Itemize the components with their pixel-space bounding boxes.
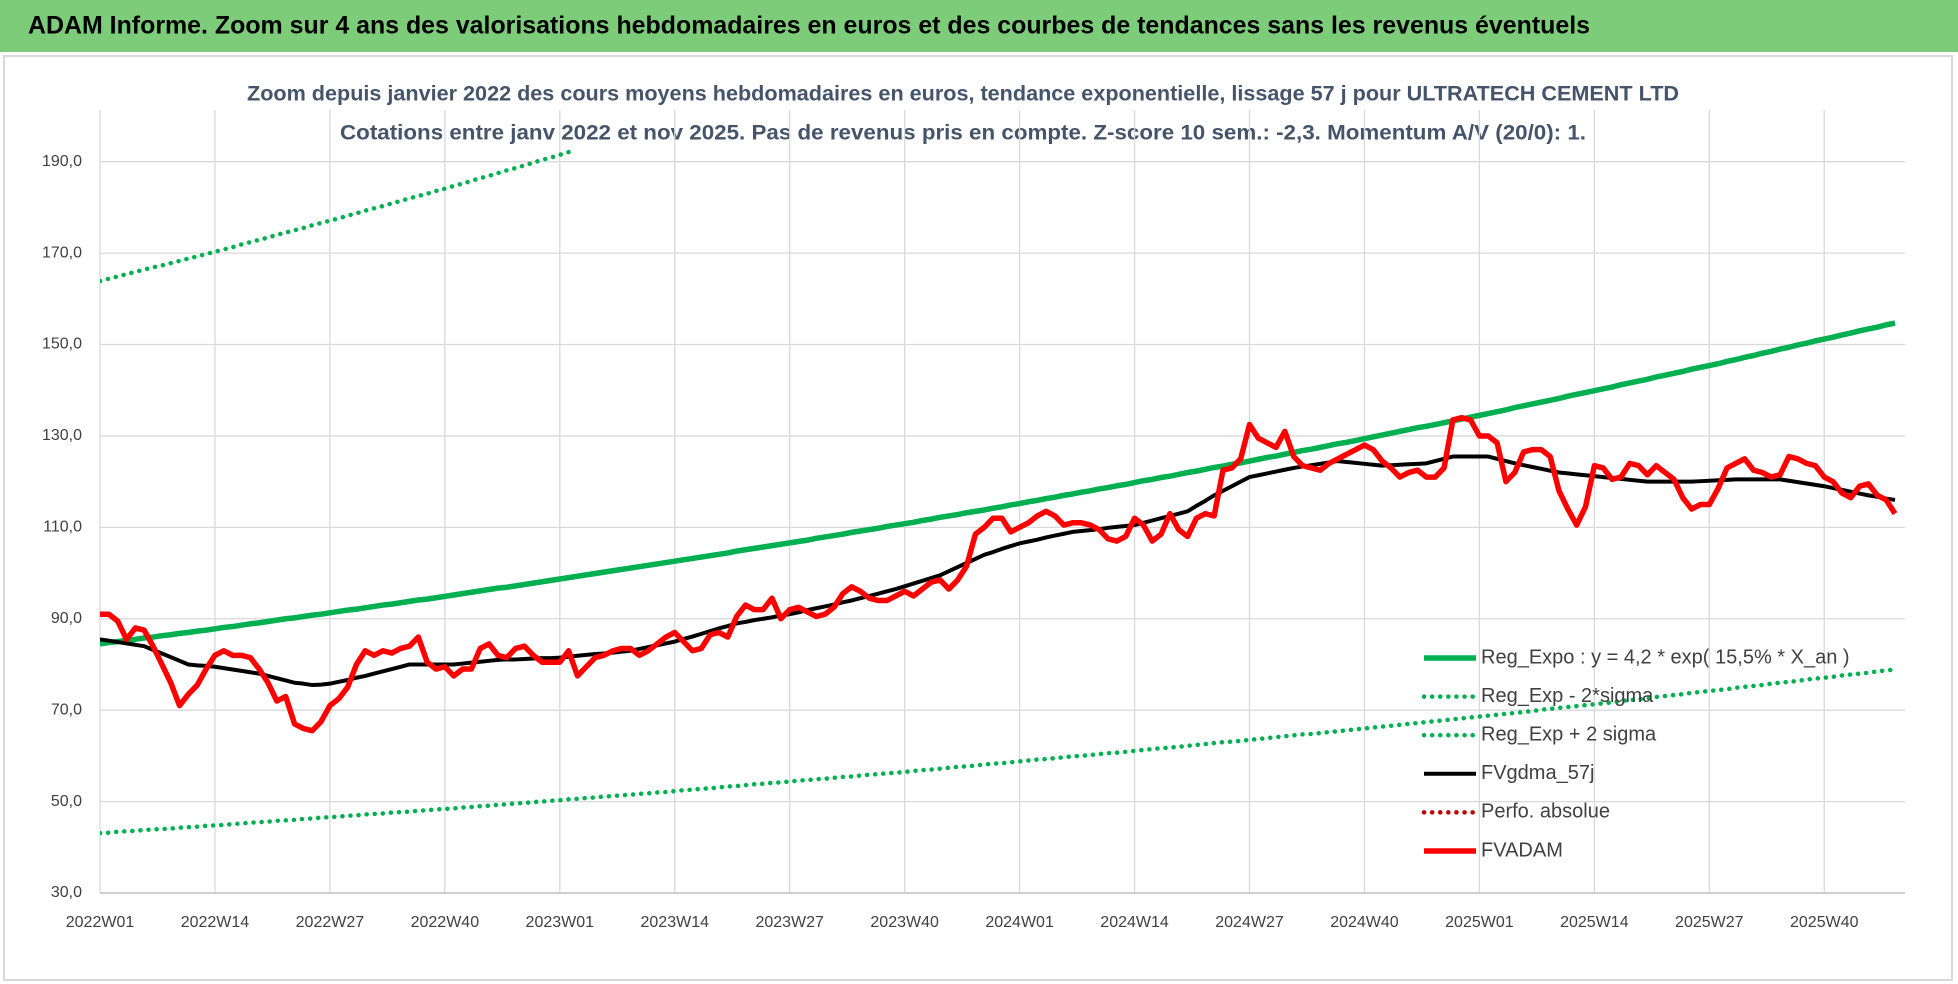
chart-title: Zoom depuis janvier 2022 des cours moyen… [247, 83, 1679, 106]
chart-subtitle: Cotations entre janv 2022 et nov 2025. P… [340, 122, 1586, 145]
legend-label: Reg_Exp + 2 sigma [1481, 723, 1657, 745]
y-tick-label: 190,0 [42, 153, 82, 170]
y-tick-label: 170,0 [42, 244, 82, 261]
banner-title: ADAM Informe. Zoom sur 4 ans des valoris… [28, 12, 1590, 40]
x-tick-label: 2022W01 [66, 914, 135, 931]
x-tick-label: 2022W40 [411, 914, 480, 931]
legend-label: FVADAM [1481, 839, 1563, 861]
x-tick-label: 2024W01 [985, 914, 1054, 931]
x-tick-label: 2025W40 [1790, 914, 1859, 931]
x-tick-label: 2025W01 [1445, 914, 1514, 931]
axis-labels: 30,0 50,0 70,0 90,0 110,0 130,0 150,0 170,0 190,… [42, 153, 1859, 931]
series-line [100, 454, 1896, 688]
plot-area [100, 149, 1898, 836]
series-line [100, 149, 571, 284]
x-tick-label: 2022W14 [181, 914, 250, 931]
x-tick-label: 2023W01 [526, 914, 595, 931]
series-line [100, 414, 1898, 734]
legend-label: Reg_Expo : y = 4,2 * exp( 15,5% * X_an ) [1481, 646, 1850, 668]
legend-label: Reg_Exp - 2*sigma [1481, 685, 1654, 707]
x-tick-label: 2023W14 [641, 914, 710, 931]
legend-label: Perfo. absolue [1481, 801, 1610, 823]
banner [0, 0, 1958, 52]
grid [99, 110, 1905, 894]
x-tick-label: 2024W27 [1215, 914, 1284, 931]
x-tick-label: 2024W14 [1100, 914, 1169, 931]
y-tick-label: 50,0 [51, 793, 82, 810]
x-tick-label: 2023W27 [755, 914, 824, 931]
y-tick-label: 90,0 [51, 610, 82, 627]
y-tick-label: 130,0 [42, 427, 82, 444]
series-line [100, 320, 1896, 647]
chart-frame [3, 55, 1953, 981]
x-tick-label: 2024W40 [1330, 914, 1399, 931]
x-tick-label: 2022W27 [296, 914, 365, 931]
x-tick-label: 2025W27 [1675, 914, 1744, 931]
y-tick-label: 70,0 [51, 701, 82, 718]
y-tick-label: 110,0 [43, 519, 82, 536]
y-tick-label: 30,0 [51, 884, 82, 901]
series-line [100, 667, 1898, 836]
x-tick-label: 2023W40 [870, 914, 939, 931]
y-tick-label: 150,0 [42, 336, 82, 353]
legend: Reg_Expo : y = 4,2 * exp( 15,5% * X_an )… [1421, 646, 1850, 861]
legend-label: FVgdma_57j [1481, 762, 1594, 784]
x-tick-label: 2025W14 [1560, 914, 1629, 931]
